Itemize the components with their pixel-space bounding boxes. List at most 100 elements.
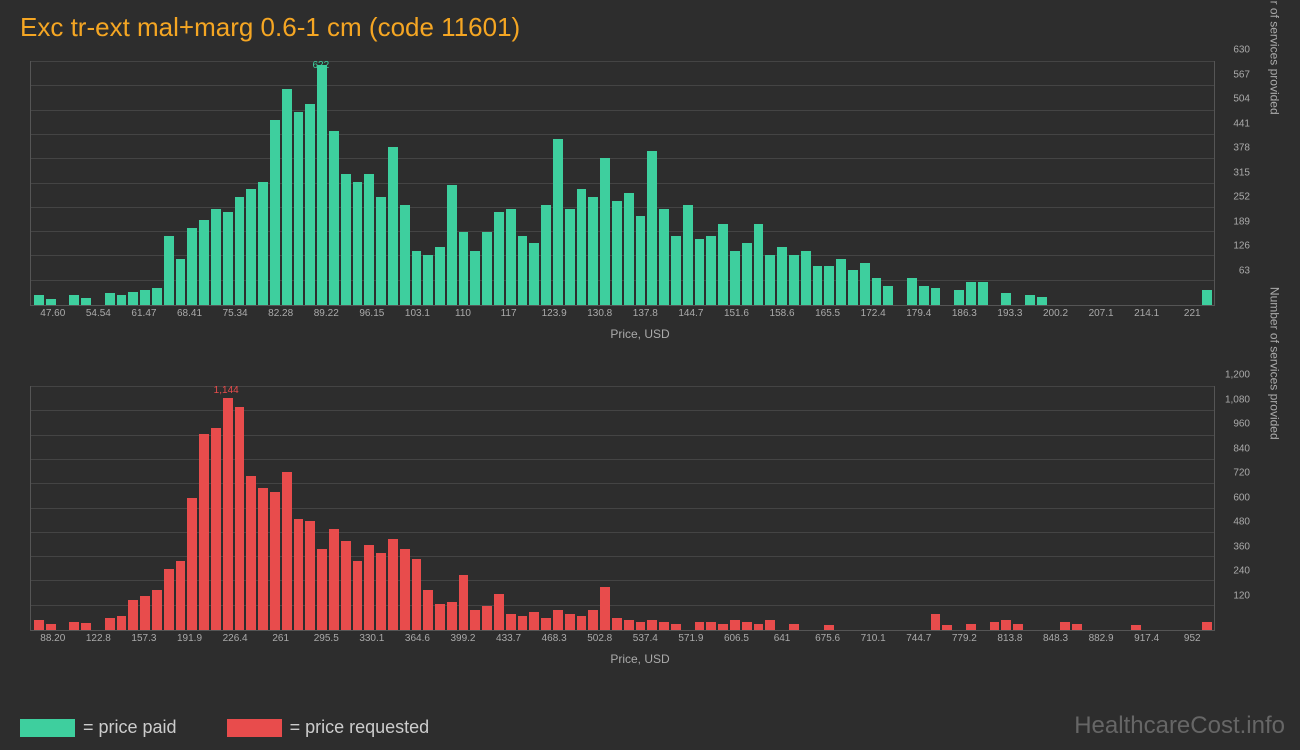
histogram-bar [529, 243, 539, 305]
histogram-bar [718, 224, 728, 305]
x-tick: 675.6 [805, 633, 851, 648]
histogram-bar [294, 519, 304, 630]
x-tick: 89.22 [303, 308, 349, 323]
histogram-bar [1037, 297, 1047, 305]
histogram-bar [506, 209, 516, 305]
histogram-bar [199, 434, 209, 630]
x-tick: 82.28 [258, 308, 304, 323]
histogram-bar [258, 182, 268, 305]
histogram-bar [46, 299, 56, 305]
histogram-bar [860, 263, 870, 305]
histogram-bar [706, 236, 716, 305]
histogram-bar [1202, 290, 1212, 305]
y-tick: 600 [1233, 492, 1250, 503]
histogram-bar [966, 282, 976, 305]
histogram-bar [459, 575, 469, 630]
x-tick: 68.41 [167, 308, 213, 323]
histogram-bar [647, 151, 657, 305]
histogram-bar [600, 158, 610, 305]
x-tick: 226.4 [212, 633, 258, 648]
x-tick: 571.9 [668, 633, 714, 648]
histogram-bar [470, 251, 480, 305]
histogram-bar [789, 255, 799, 305]
y-tick: 189 [1233, 216, 1250, 227]
histogram-bar [69, 295, 79, 305]
x-tick: 399.2 [440, 633, 486, 648]
histogram-bar [565, 614, 575, 630]
histogram-bar [966, 624, 976, 630]
legend: = price paid = price requested [20, 717, 429, 738]
y-axis-label: Number of services provided [1268, 286, 1282, 439]
histogram-bar [152, 288, 162, 305]
x-tick: 813.8 [987, 633, 1033, 648]
histogram-bar [754, 224, 764, 305]
x-tick: 330.1 [349, 633, 395, 648]
x-tick: 193.3 [987, 308, 1033, 323]
x-tick: 123.9 [531, 308, 577, 323]
y-tick: 840 [1233, 443, 1250, 454]
histogram-bar [223, 398, 233, 630]
y-tick: 315 [1233, 167, 1250, 178]
y-tick: 378 [1233, 143, 1250, 154]
x-tick: 54.54 [76, 308, 122, 323]
histogram-bar [317, 549, 327, 630]
y-tick: 630 [1233, 45, 1250, 56]
y-tick: 504 [1233, 94, 1250, 105]
histogram-bar [636, 216, 646, 305]
histogram-bar [1025, 295, 1035, 305]
histogram-bar [883, 286, 893, 305]
histogram-bar [400, 205, 410, 305]
y-tick: 960 [1233, 419, 1250, 430]
histogram-bar [754, 624, 764, 630]
watermark: HealthcareCost.info [1074, 712, 1285, 740]
y-tick: 252 [1233, 192, 1250, 203]
histogram-bar [659, 622, 669, 630]
x-tick: 537.4 [623, 633, 669, 648]
x-tick: 641 [759, 633, 805, 648]
x-tick: 191.9 [167, 633, 213, 648]
histogram-bar [46, 624, 56, 630]
histogram-bar [1060, 622, 1070, 630]
histogram-bar [671, 624, 681, 630]
x-tick: 779.2 [942, 633, 988, 648]
y-tick: 480 [1233, 517, 1250, 528]
histogram-bar [553, 610, 563, 630]
histogram-bar [624, 620, 634, 630]
histogram-bar [518, 616, 528, 630]
histogram-bar [128, 600, 138, 630]
histogram-bar [81, 623, 91, 630]
histogram-bar [907, 278, 917, 305]
histogram-bar [211, 428, 221, 631]
histogram-bar [105, 293, 115, 305]
histogram-bar [624, 193, 634, 305]
histogram-bar [931, 614, 941, 630]
histogram-bar [353, 182, 363, 305]
histogram-bar [270, 492, 280, 630]
histogram-bar [176, 259, 186, 305]
peak-value-label: 1,144 [214, 385, 239, 396]
histogram-bar [282, 89, 292, 305]
x-tick: 221 [1169, 308, 1215, 323]
histogram-bar [199, 220, 209, 305]
x-tick: 952 [1169, 633, 1215, 648]
histogram-bar [777, 247, 787, 305]
histogram-bar [341, 174, 351, 305]
x-tick: 917.4 [1124, 633, 1170, 648]
histogram-bar [494, 594, 504, 630]
histogram-bar [270, 120, 280, 305]
x-axis-label: Price, USD [20, 652, 1260, 666]
x-tick: 103.1 [395, 308, 441, 323]
histogram-bar [435, 247, 445, 305]
x-tick: 96.15 [349, 308, 395, 323]
histogram-bar [954, 290, 964, 305]
histogram-bar [872, 278, 882, 305]
x-tick: 88.20 [30, 633, 76, 648]
x-tick: 261 [258, 633, 304, 648]
legend-item-paid: = price paid [20, 717, 177, 738]
histogram-bar [294, 112, 304, 305]
histogram-bar [423, 590, 433, 630]
x-tick: 214.1 [1124, 308, 1170, 323]
y-tick: 360 [1233, 541, 1250, 552]
histogram-bar [730, 251, 740, 305]
x-tick: 433.7 [486, 633, 532, 648]
